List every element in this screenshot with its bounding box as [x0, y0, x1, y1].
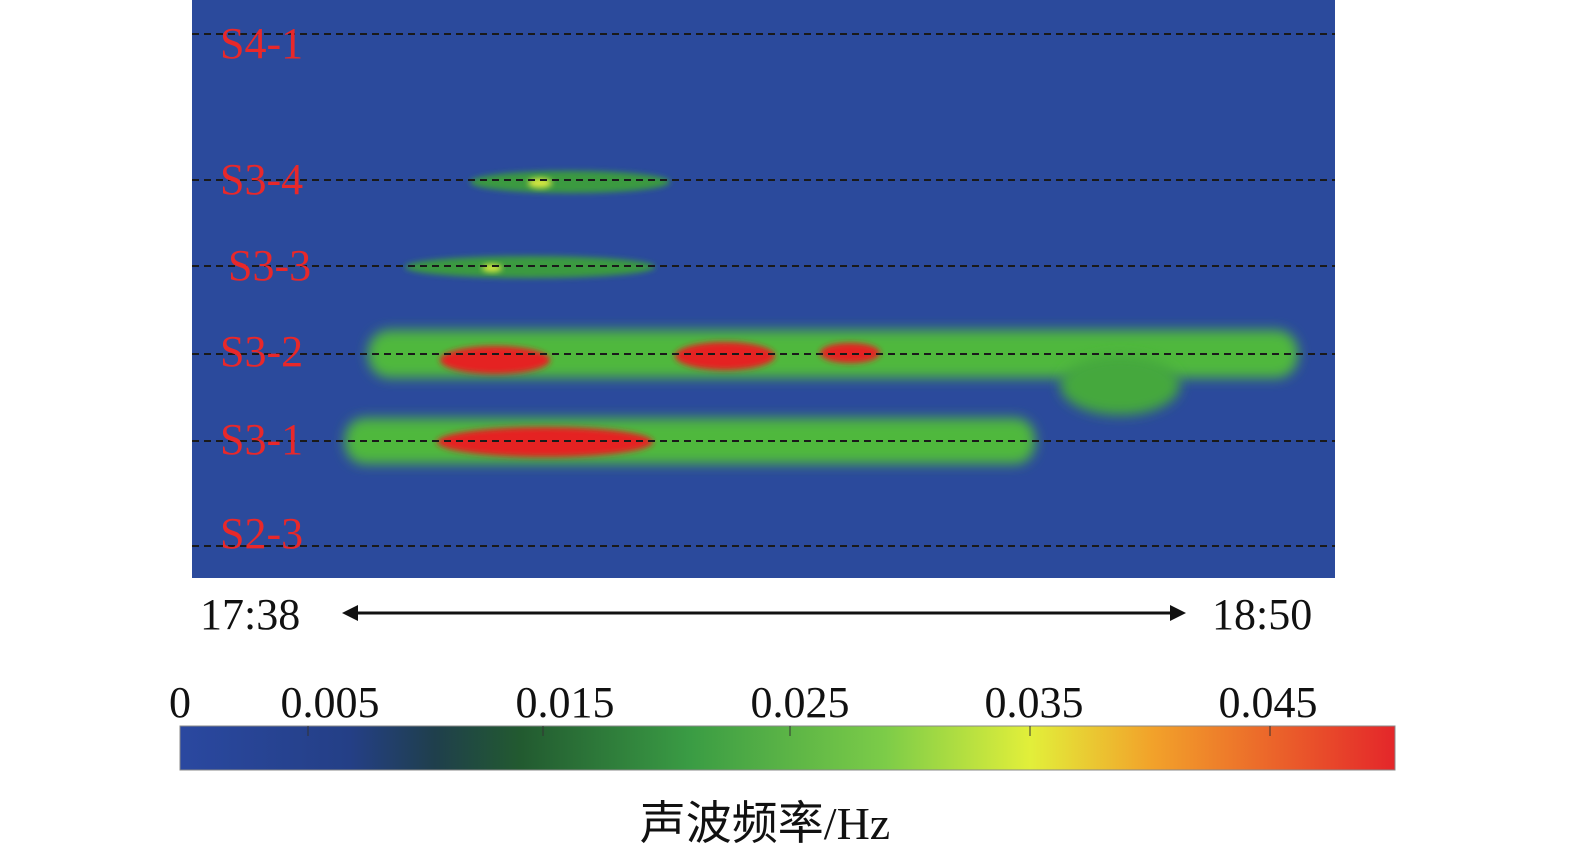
time-arrow — [342, 605, 1186, 621]
colorbar-tick-label: 0.005 — [280, 678, 380, 727]
blob-s3-2-red-2 — [675, 342, 775, 370]
blob-s3-4-green — [470, 171, 670, 193]
row-lines — [192, 33, 1335, 547]
row-label-s3-1: S3-1 — [220, 415, 303, 464]
time-end-label: 18:50 — [1212, 590, 1313, 639]
colorbar-tick-label: 0.015 — [515, 678, 615, 727]
blob-s3-2-red-1 — [440, 346, 550, 374]
blob-s3-2-red-3 — [820, 343, 880, 363]
colorbar-ticks — [307, 726, 1271, 736]
time-start-label: 17:38 — [200, 590, 301, 639]
colorbar-tick-label: 0.045 — [1218, 678, 1318, 727]
row-labels: S4-1 S3-4 S3-3 S3-2 S3-1 S2-3 — [220, 19, 311, 558]
row-label-s3-3: S3-3 — [228, 241, 311, 290]
colorbar-tick-label: 0.035 — [984, 678, 1084, 727]
row-label-s2-3: S2-3 — [220, 509, 303, 558]
row-label-s3-4: S3-4 — [220, 155, 303, 204]
colorbar-title: 声波频率/Hz — [639, 798, 891, 849]
colorbar — [179, 725, 1396, 771]
row-label-s4-1: S4-1 — [220, 19, 303, 68]
colorbar-tick-label: 0.025 — [750, 678, 850, 727]
colorbar-tick-label: 0 — [169, 678, 191, 727]
row-label-s3-2: S3-2 — [220, 327, 303, 376]
blob-s3-2-greenlow — [1060, 355, 1180, 415]
heatmap-background — [192, 0, 1335, 578]
